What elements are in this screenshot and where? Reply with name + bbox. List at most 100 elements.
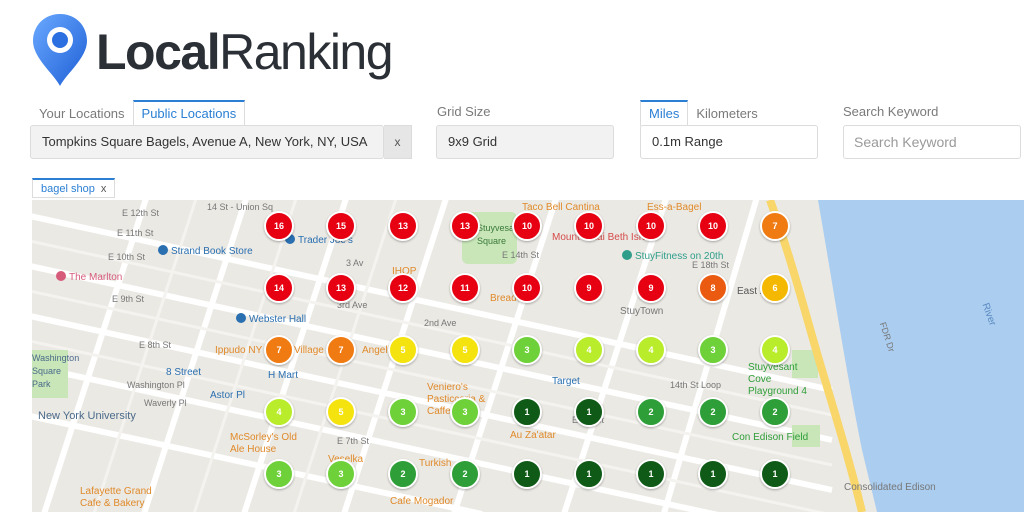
street-label: E 12th St: [122, 208, 160, 218]
map-place[interactable]: Taco Bell Cantina: [522, 202, 600, 213]
rank-pin[interactable]: 16: [264, 211, 294, 241]
map-place[interactable]: StuyFitness on 20th: [622, 250, 723, 263]
rank-pin[interactable]: 1: [574, 459, 604, 489]
map-place[interactable]: H Mart: [268, 370, 298, 381]
map-place[interactable]: Village E: [294, 345, 334, 356]
rank-pin[interactable]: 6: [760, 273, 790, 303]
rank-pin[interactable]: 3: [326, 459, 356, 489]
rank-pin[interactable]: 1: [512, 459, 542, 489]
rank-pin[interactable]: 3: [450, 397, 480, 427]
area-label: New York University: [38, 410, 136, 422]
rank-pin[interactable]: 7: [760, 211, 790, 241]
rank-pin[interactable]: 13: [388, 211, 418, 241]
location-clear-button[interactable]: x: [384, 125, 412, 159]
rank-pin[interactable]: 7: [264, 335, 294, 365]
rank-pin[interactable]: 13: [450, 211, 480, 241]
map-place[interactable]: Target: [552, 376, 580, 387]
rank-pin[interactable]: 13: [326, 273, 356, 303]
street-label: E 8th St: [139, 340, 172, 350]
map-place[interactable]: Trader Joe's: [285, 234, 353, 247]
rank-pin[interactable]: 1: [636, 459, 666, 489]
map-place[interactable]: The Marlton: [56, 271, 122, 284]
rank-pin[interactable]: 3: [264, 459, 294, 489]
rank-pin[interactable]: 10: [574, 211, 604, 241]
rank-pin[interactable]: 4: [636, 335, 666, 365]
street-label: E 9th St: [112, 294, 145, 304]
range-select[interactable]: 0.1m Range: [640, 125, 818, 159]
tab-public-locations[interactable]: Public Locations: [132, 100, 246, 126]
rank-pin[interactable]: 4: [264, 397, 294, 427]
keyword-tag: bagel shop x: [32, 178, 116, 198]
map-place[interactable]: StuyTown: [620, 306, 664, 317]
rank-pin[interactable]: 5: [450, 335, 480, 365]
rank-pin[interactable]: 1: [574, 397, 604, 427]
street-label: 14th St Loop: [670, 380, 722, 390]
map-place[interactable]: Turkish: [419, 458, 452, 469]
map-place[interactable]: East 2: [737, 286, 766, 297]
street-label: 2nd Ave: [424, 318, 457, 328]
map-place[interactable]: Ippudo NY: [215, 345, 263, 356]
rank-pin[interactable]: 10: [512, 211, 542, 241]
map-place[interactable]: Webster Hall: [236, 313, 306, 326]
rank-pin[interactable]: 1: [698, 459, 728, 489]
map-place[interactable]: IHOP: [392, 266, 417, 277]
street-label: E 18th St: [692, 260, 730, 270]
map-place[interactable]: Astor Pl: [210, 390, 246, 401]
rank-pin[interactable]: 12: [388, 273, 418, 303]
area-label: Stuyvesant Square: [477, 223, 522, 246]
map-place[interactable]: Ess-a-Bagel: [647, 202, 702, 213]
street-label: E 14th St: [502, 250, 540, 260]
rank-pin[interactable]: 14: [264, 273, 294, 303]
rank-pin[interactable]: 10: [512, 273, 542, 303]
map-place[interactable]: 8 Street: [166, 367, 202, 378]
street-label: E 10th St: [108, 252, 146, 262]
street-label: Waverly Pl: [144, 398, 187, 408]
brand-name: LocalRanking: [96, 24, 394, 80]
rank-pin[interactable]: 7: [326, 335, 356, 365]
map-place[interactable]: Con Edison Field: [732, 432, 809, 443]
street-label: E 11th St: [117, 228, 154, 238]
street-label: Washington Pl: [127, 380, 185, 390]
rank-pin[interactable]: 1: [760, 459, 790, 489]
rank-pin[interactable]: 8: [698, 273, 728, 303]
rank-pin[interactable]: 2: [760, 397, 790, 427]
map-place[interactable]: Lafayette Grand Cafe & Bakery: [80, 486, 152, 509]
map-place[interactable]: Consolidated Edison: [844, 482, 936, 493]
map-place[interactable]: Strand Book Store: [158, 245, 253, 258]
search-keyword-label: Search Keyword: [843, 104, 939, 119]
rank-pin[interactable]: 10: [698, 211, 728, 241]
rank-pin[interactable]: 5: [388, 335, 418, 365]
rank-pin[interactable]: 5: [326, 397, 356, 427]
rank-pin[interactable]: 3: [698, 335, 728, 365]
rank-pin[interactable]: 2: [388, 459, 418, 489]
rank-pin[interactable]: 1: [512, 397, 542, 427]
tab-your-locations[interactable]: Your Locations: [39, 106, 125, 121]
map-place[interactable]: Bread: [490, 293, 517, 304]
location-field[interactable]: Tompkins Square Bagels, Avenue A, New Yo…: [30, 125, 384, 159]
map-place[interactable]: Cafe Mogador: [390, 496, 454, 507]
search-keyword-input[interactable]: [843, 125, 1021, 159]
map-place[interactable]: Mount Sinai Beth Israel: [552, 232, 656, 243]
rank-pin[interactable]: 11: [450, 273, 480, 303]
map-place[interactable]: Au Za'atar: [510, 430, 556, 441]
rank-pin[interactable]: 9: [574, 273, 604, 303]
tab-kilometers[interactable]: Kilometers: [696, 106, 758, 121]
rank-pin[interactable]: 2: [636, 397, 666, 427]
rank-pin[interactable]: 2: [698, 397, 728, 427]
map-place[interactable]: Angelika: [362, 345, 401, 356]
rank-pin[interactable]: 9: [636, 273, 666, 303]
street-label: 3rd Ave: [337, 300, 368, 310]
rank-pin[interactable]: 4: [760, 335, 790, 365]
rank-pin[interactable]: 10: [636, 211, 666, 241]
tab-miles[interactable]: Miles: [640, 100, 689, 126]
map[interactable]: 14 St - Union Sq E 12th St E 11th St E 1…: [32, 200, 1024, 512]
keyword-tag-remove-button[interactable]: x: [100, 183, 107, 195]
rank-pin[interactable]: 2: [450, 459, 480, 489]
rank-pin[interactable]: 15: [326, 211, 356, 241]
rank-pin[interactable]: 4: [574, 335, 604, 365]
grid-size-select[interactable]: 9x9 Grid: [436, 125, 614, 159]
map-place[interactable]: McSorley's Old Ale House: [230, 432, 297, 455]
rank-pin[interactable]: 3: [512, 335, 542, 365]
map-place[interactable]: Stuyvesant Cove Playground 4: [748, 362, 807, 397]
rank-pin[interactable]: 3: [388, 397, 418, 427]
